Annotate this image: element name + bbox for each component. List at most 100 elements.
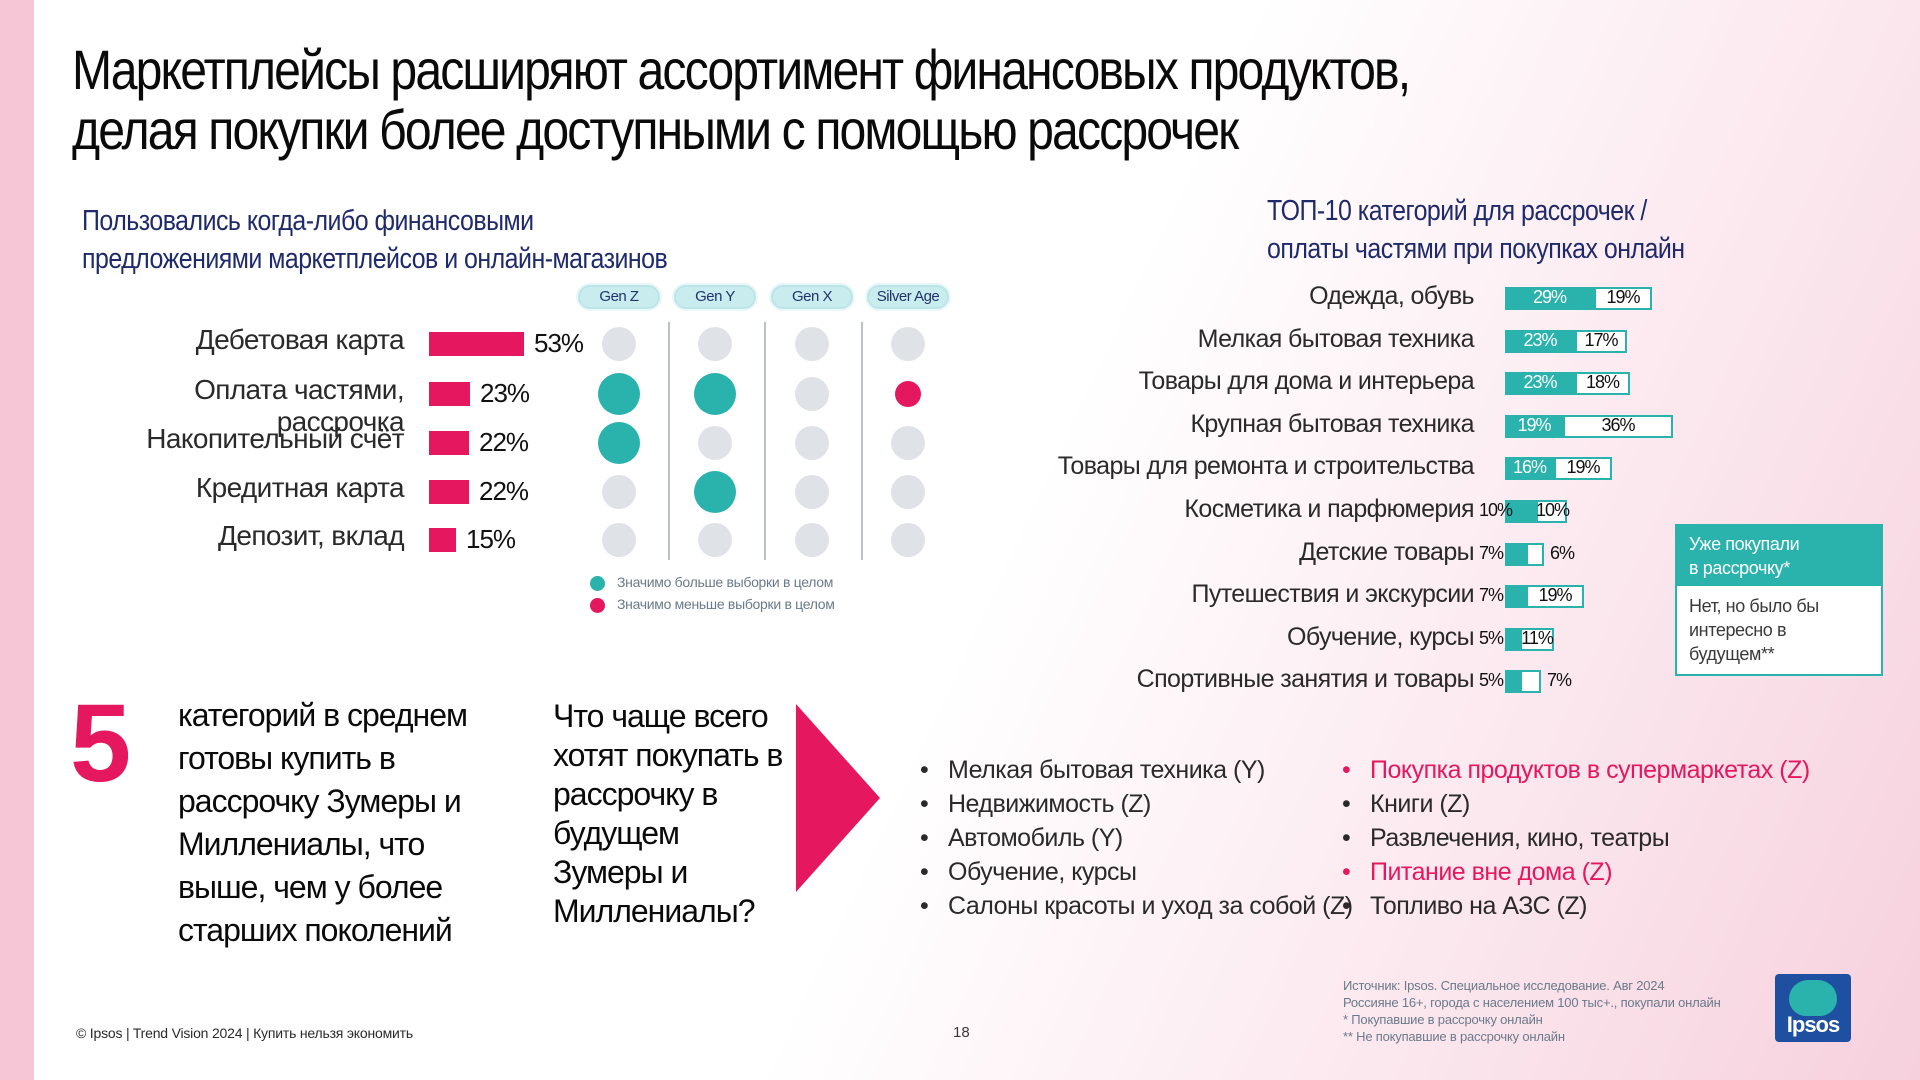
significance-dot <box>698 523 732 557</box>
value-bar <box>429 332 524 356</box>
already-bought-label: 19% <box>1517 415 1551 435</box>
future-interest-label: 17% <box>1584 330 1618 350</box>
already-bought-label: 29% <box>1532 287 1567 307</box>
already-bought-label: 23% <box>1523 372 1557 392</box>
legend-future-line-1: Нет, но было бы <box>1689 596 1819 616</box>
category-label: Кредитная карта <box>195 472 405 503</box>
future-purchases-list-right: Покупка продуктов в супермаркетах (Z) Кн… <box>1342 753 1810 923</box>
already-bought-label: 10% <box>1479 500 1513 520</box>
value-bar <box>429 431 469 455</box>
value-label: 23% <box>480 378 530 408</box>
significance-dot <box>602 475 636 509</box>
future-interest-label: 19% <box>1566 457 1600 477</box>
question-line: Зумеры и <box>553 854 688 890</box>
already-bought-label: 7% <box>1479 585 1504 605</box>
significance-dot <box>694 471 736 513</box>
arrow-triangle-icon <box>796 704 880 892</box>
legend-future-line-3: будущем** <box>1689 644 1775 664</box>
future-interest-bar <box>1520 669 1541 693</box>
already-bought-bar <box>1505 627 1520 651</box>
column-divider <box>668 322 670 560</box>
generation-pill: Gen X <box>769 283 855 311</box>
future-interest-label: 11% <box>1521 628 1554 648</box>
future-interest-bar <box>1563 414 1673 438</box>
list-item-highlighted: Покупка продуктов в супермаркетах (Z) <box>1342 753 1810 787</box>
question-line: рассрочку в <box>553 776 718 812</box>
ipsos-logo: Ipsos <box>1775 974 1851 1042</box>
already-bought-bar <box>1505 414 1563 438</box>
left-heading-line-2: предложениями маркетплейсов и онлайн-маг… <box>82 243 668 275</box>
significance-dot <box>891 426 925 460</box>
list-item: Салоны красоты и уход за собой (Z) <box>920 889 1353 923</box>
legend-interested-future: Нет, но было бы интересно в будущем** <box>1677 586 1881 674</box>
list-item: Книги (Z) <box>1342 787 1810 821</box>
question-line: Миллениалы? <box>553 893 755 929</box>
future-interest-bar <box>1536 499 1567 523</box>
logo-mark-icon <box>1789 980 1837 1016</box>
already-bought-bar <box>1505 584 1526 608</box>
already-bought-label: 5% <box>1479 628 1504 648</box>
question-line: хотят покупать в <box>553 737 783 773</box>
already-bought-bar <box>1505 286 1594 310</box>
list-item: Развлечения, кино, театры <box>1342 821 1810 855</box>
already-bought-bar <box>1505 329 1575 353</box>
significance-dot <box>602 327 636 361</box>
source-line: Россияне 16+, города с населением 100 ты… <box>1343 995 1721 1010</box>
title-line-2: делая покупки более доступными с помощью… <box>72 98 1239 161</box>
logo-wordmark: Ipsos <box>1786 1012 1840 1037</box>
future-interest-label: 36% <box>1601 415 1635 435</box>
category-label: Накопительный счёт <box>146 423 404 454</box>
right-chart-legend: Уже покупали в рассрочку* Нет, но было б… <box>1675 524 1883 676</box>
significance-dot <box>795 377 829 411</box>
left-heading-line-1: Пользовались когда-либо финансовыми <box>82 205 534 237</box>
source-line: ** Не покупавшие в рассрочку онлайн <box>1343 1029 1565 1044</box>
category-label: Детские товары <box>1299 538 1474 566</box>
list-item: Топливо на АЗС (Z) <box>1342 889 1810 923</box>
value-label: 53% <box>534 328 584 358</box>
category-label: Мелкая бытовая техника <box>1197 325 1475 353</box>
source-note: Источник: Ipsos. Специальное исследовани… <box>1343 977 1721 1045</box>
already-bought-bar <box>1505 456 1554 480</box>
five-text-line: готовы купить в <box>178 740 396 776</box>
category-label: Спортивные занятия и товары <box>1136 665 1475 693</box>
already-bought-bar <box>1505 371 1575 395</box>
legend-dot <box>590 598 605 613</box>
legend-future-line-2: интересно в <box>1689 620 1787 640</box>
legend-already-bought-line-1: Уже покупали <box>1689 534 1800 554</box>
category-label: Оплата частями, рассрочка <box>194 374 405 437</box>
list-item: Обучение, курсы <box>920 855 1353 889</box>
column-divider <box>764 322 766 560</box>
future-interest-bar <box>1594 286 1652 310</box>
already-bought-label: 5% <box>1479 670 1504 690</box>
future-purchases-list-left: Мелкая бытовая техника (Y) Недвижимость … <box>920 753 1353 923</box>
category-label: Обучение, курсы <box>1286 623 1475 651</box>
significance-dot <box>698 426 732 460</box>
five-categories-text: категорий в среднем готовы купить в расс… <box>178 694 478 952</box>
future-interest-label: 19% <box>1538 585 1572 605</box>
legend-label: Значимо меньше выборки в целом <box>617 596 835 612</box>
significance-dot <box>891 327 925 361</box>
future-interest-label: 10% <box>1536 500 1570 520</box>
legend-already-bought: Уже покупали в рассрочку* <box>1677 526 1881 586</box>
already-bought-label: 7% <box>1479 543 1504 563</box>
source-line: Источник: Ipsos. Специальное исследовани… <box>1343 978 1665 993</box>
value-bar <box>429 382 470 406</box>
value-label: 15% <box>466 524 516 554</box>
category-label: Депозит, вклад <box>217 520 405 551</box>
already-bought-bar <box>1505 499 1536 523</box>
significance-dot <box>891 475 925 509</box>
generation-pill: Gen Y <box>672 283 758 311</box>
future-interest-label: 19% <box>1606 287 1640 307</box>
generation-pill: Gen Z <box>576 283 662 311</box>
value-label: 22% <box>479 427 529 457</box>
significance-dot <box>895 381 921 407</box>
future-interest-bar <box>1520 627 1554 651</box>
significance-dot <box>795 523 829 557</box>
category-label: Одежда, обувь <box>1309 282 1475 310</box>
right-heading-line-2: оплаты частями при покупках онлайн <box>1267 233 1685 265</box>
category-label: Косметика и парфюмерия <box>1184 495 1474 523</box>
footer-text: © Ipsos | Trend Vision 2024 | Купить нел… <box>76 1025 413 1041</box>
category-label: Крупная бытовая техника <box>1190 410 1474 438</box>
significance-dot <box>598 373 640 415</box>
future-interest-bar <box>1575 371 1630 395</box>
